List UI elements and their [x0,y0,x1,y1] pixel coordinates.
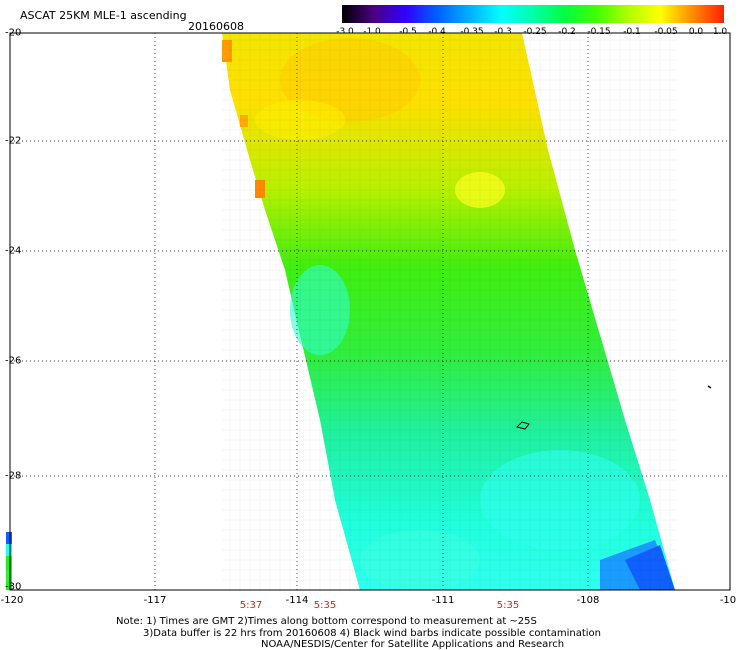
time-label: 5:35 [313,600,337,611]
left-strip [6,532,12,590]
lon-label: -120 [0,595,24,606]
colorbar-label: -0.25 [523,27,547,37]
grid-lines [10,33,730,590]
map-date: 20160608 [188,20,244,33]
note-line-1: Note: 1) Times are GMT 2)Times along bot… [116,616,537,627]
note-line-2: 3)Data buffer is 22 hrs from 20160608 4)… [143,628,601,639]
colorbar-label: -0.2 [558,27,576,37]
lat-label: -28 [5,470,22,482]
lon-label: -111 [431,595,455,606]
lat-label: -30 [5,581,22,593]
colorbar-label: -3.0 [336,27,354,37]
data-swath [222,33,677,593]
colorbar-label: -1.0 [363,27,381,37]
colorbar-label: -0.1 [623,27,641,37]
wind-barb [707,385,712,389]
time-label: 5:37 [239,600,263,611]
colorbar-label: 0.0 [688,27,704,37]
time-label: 5:35 [496,600,520,611]
colorbar-label: -0.35 [460,27,484,37]
lon-label: -114 [285,595,309,606]
lon-label: -10 [719,595,737,606]
lat-label: -22 [5,135,22,147]
note-line-3: NOAA/NESDIS/Center for Satellite Applica… [261,639,565,650]
colorbar [342,5,724,23]
map-frame [9,32,731,591]
colorbar-label: -0.5 [399,27,417,37]
colorbar-label: -0.4 [428,27,446,37]
lon-label: -117 [143,595,167,606]
lat-label: -26 [5,355,22,367]
map-title: ASCAT 25KM MLE-1 ascending [20,9,187,22]
island-outline [516,421,530,430]
lon-label: -108 [576,595,600,606]
colorbar-label: -0.15 [587,27,611,37]
colorbar-label: -0.05 [654,27,678,37]
colorbar-label: 1.0 [712,27,728,37]
colorbar-label: -0.3 [494,27,512,37]
lat-label: -20 [5,27,22,39]
colorbar-gradient [342,5,724,23]
lat-label: -24 [5,245,22,257]
